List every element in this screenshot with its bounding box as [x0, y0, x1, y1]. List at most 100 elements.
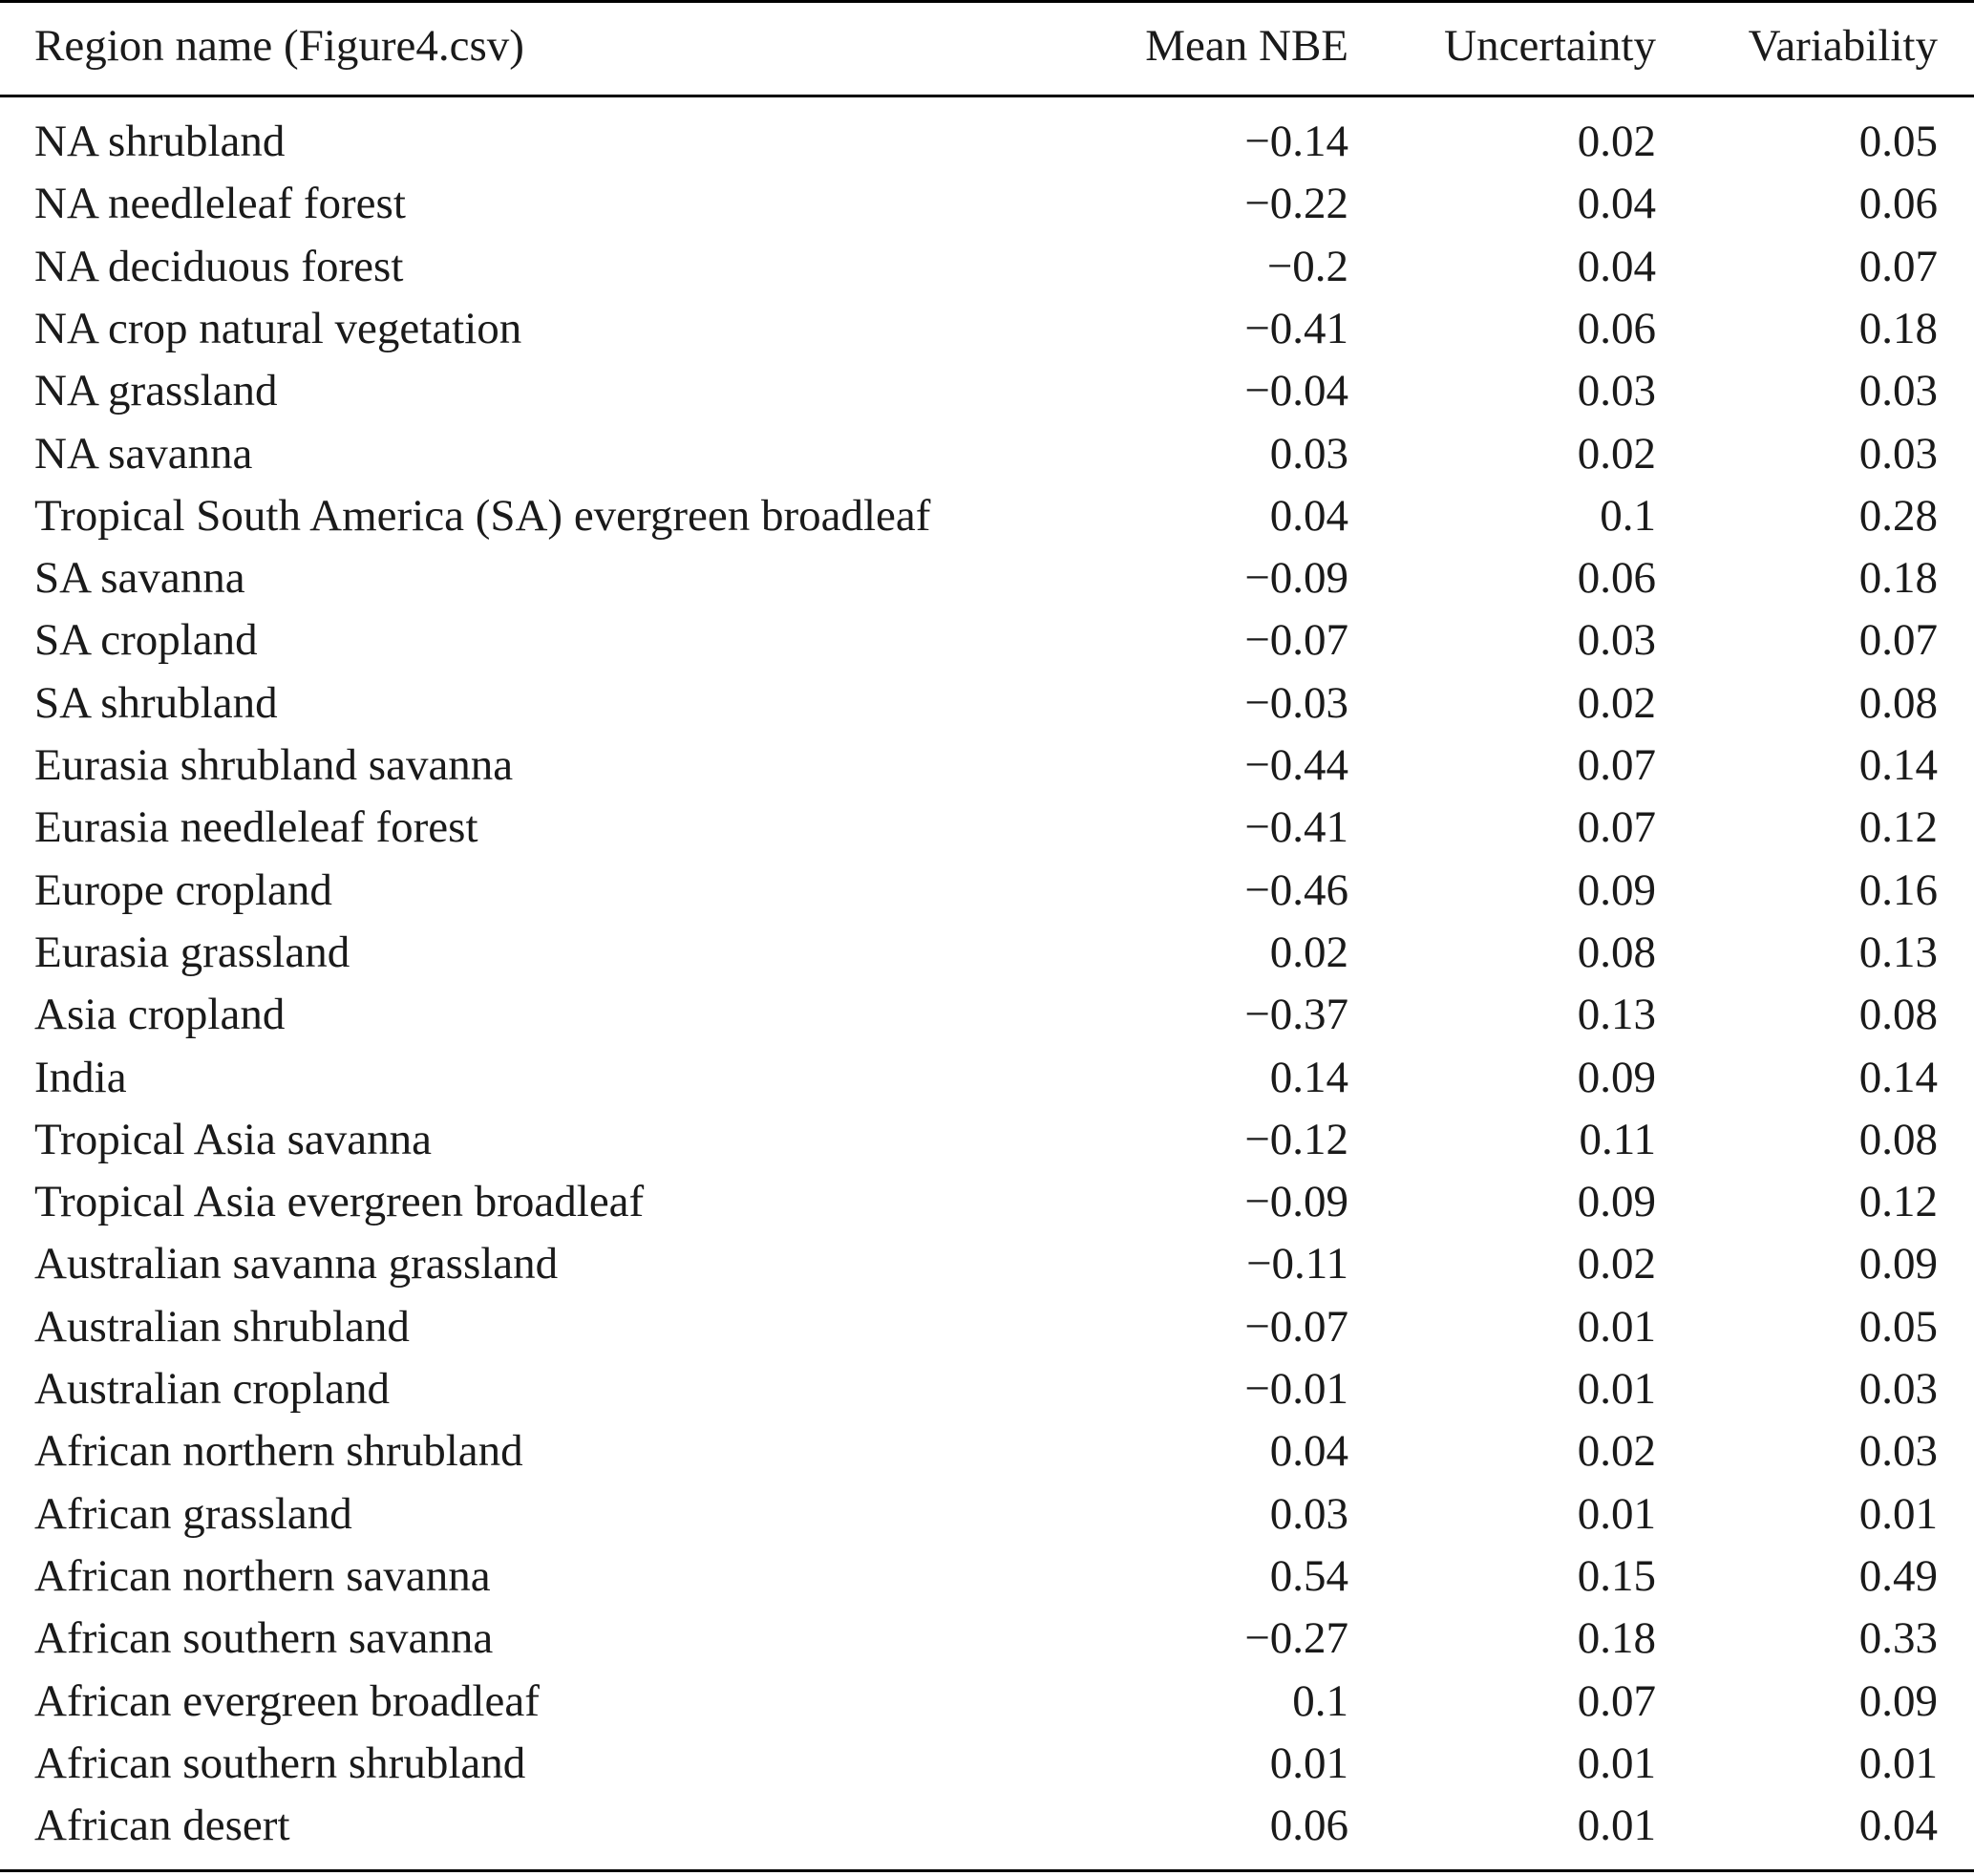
- uncertainty-cell: 0.02: [1577, 677, 1656, 728]
- mean-nbe-cell: −0.41: [1244, 802, 1348, 853]
- uncertainty-cell: 0.01: [1577, 1364, 1656, 1414]
- mean-nbe-cell: −0.07: [1244, 1301, 1348, 1352]
- mean-nbe-cell: −0.12: [1244, 1114, 1348, 1164]
- region-cell: Eurasia needleleaf forest: [34, 802, 478, 853]
- mean-nbe-cell: 0.02: [1269, 927, 1348, 977]
- variability-cell: 0.14: [1858, 1052, 1938, 1102]
- region-cell: SA savanna: [34, 553, 245, 604]
- region-cell: African desert: [34, 1801, 290, 1851]
- uncertainty-cell: 0.07: [1577, 802, 1656, 853]
- mean-nbe-cell: −0.09: [1244, 1177, 1348, 1227]
- table-row: Tropical South America (SA) evergreen br…: [0, 485, 1974, 547]
- table-row: African evergreen broadleaf 0.1 0.07 0.09: [0, 1671, 1974, 1733]
- mean-nbe-cell: −0.03: [1244, 677, 1348, 728]
- variability-cell: 0.03: [1858, 428, 1938, 479]
- mean-nbe-cell: −0.41: [1244, 303, 1348, 353]
- variability-cell: 0.03: [1858, 1364, 1938, 1414]
- uncertainty-cell: 0.06: [1577, 303, 1656, 353]
- mean-nbe-cell: −0.01: [1244, 1364, 1348, 1414]
- uncertainty-cell: 0.02: [1577, 1239, 1656, 1290]
- mean-nbe-cell: −0.37: [1244, 990, 1348, 1040]
- variability-cell: 0.05: [1858, 117, 1938, 166]
- region-cell: African southern shrubland: [34, 1737, 526, 1788]
- variability-cell: 0.03: [1858, 366, 1938, 416]
- region-cell: Eurasia grassland: [34, 927, 350, 977]
- uncertainty-cell: 0.09: [1577, 1177, 1656, 1227]
- region-cell: NA deciduous forest: [34, 241, 404, 291]
- uncertainty-cell: 0.02: [1577, 1426, 1656, 1477]
- table-row: African southern savanna −0.27 0.18 0.33: [0, 1608, 1974, 1670]
- table-header-rule: [0, 95, 1974, 97]
- uncertainty-cell: 0.06: [1577, 553, 1656, 604]
- variability-cell: 0.06: [1858, 179, 1938, 229]
- variability-cell: 0.14: [1858, 740, 1938, 790]
- region-cell: SA shrubland: [34, 677, 278, 728]
- mean-nbe-cell: 0.04: [1269, 490, 1348, 541]
- variability-cell: 0.08: [1858, 1114, 1938, 1164]
- region-cell: Australian savanna grassland: [34, 1239, 559, 1290]
- table-row: India 0.14 0.09 0.14: [0, 1047, 1974, 1109]
- table-row: Eurasia grassland 0.02 0.08 0.13: [0, 922, 1974, 984]
- table-row: Australian cropland −0.01 0.01 0.03: [0, 1358, 1974, 1420]
- mean-nbe-cell: 0.54: [1269, 1550, 1348, 1601]
- table-row: NA crop natural vegetation −0.41 0.06 0.18: [0, 298, 1974, 360]
- table-row: Eurasia shrubland savanna −0.44 0.07 0.14: [0, 735, 1974, 797]
- uncertainty-cell: 0.07: [1577, 740, 1656, 790]
- variability-cell: 0.08: [1858, 677, 1938, 728]
- region-cell: Tropical Asia savanna: [34, 1114, 432, 1164]
- mean-nbe-cell: 0.04: [1269, 1426, 1348, 1477]
- uncertainty-cell: 0.02: [1577, 117, 1656, 166]
- table-row: SA savanna −0.09 0.06 0.18: [0, 547, 1974, 609]
- region-cell: Asia cropland: [34, 990, 286, 1040]
- region-cell: NA shrubland: [34, 117, 286, 166]
- uncertainty-cell: 0.09: [1577, 864, 1656, 915]
- mean-nbe-cell: −0.14: [1244, 117, 1348, 166]
- region-cell: Eurasia shrubland savanna: [34, 740, 514, 790]
- table-row: Asia cropland −0.37 0.13 0.08: [0, 984, 1974, 1046]
- uncertainty-cell: 0.01: [1577, 1488, 1656, 1539]
- region-cell: NA needleleaf forest: [34, 179, 406, 229]
- uncertainty-cell: 0.08: [1577, 927, 1656, 977]
- mean-nbe-cell: −0.09: [1244, 553, 1348, 604]
- uncertainty-cell: 0.03: [1577, 366, 1656, 416]
- header-mean-nbe: Mean NBE: [1145, 21, 1348, 71]
- uncertainty-cell: 0.01: [1577, 1301, 1656, 1352]
- uncertainty-cell: 0.04: [1577, 241, 1656, 291]
- mean-nbe-cell: −0.07: [1244, 615, 1348, 666]
- uncertainty-cell: 0.02: [1577, 428, 1656, 479]
- table-row: NA shrubland −0.14 0.02 0.05: [0, 111, 1974, 173]
- table-row: NA grassland −0.04 0.03 0.03: [0, 360, 1974, 422]
- region-cell: Tropical South America (SA) evergreen br…: [34, 490, 931, 541]
- variability-cell: 0.16: [1858, 864, 1938, 915]
- header-variability: Variability: [1748, 21, 1938, 71]
- variability-cell: 0.18: [1858, 303, 1938, 353]
- uncertainty-cell: 0.13: [1577, 990, 1656, 1040]
- uncertainty-cell: 0.04: [1577, 179, 1656, 229]
- variability-cell: 0.07: [1858, 241, 1938, 291]
- mean-nbe-cell: −0.27: [1244, 1613, 1348, 1664]
- table-row: SA shrubland −0.03 0.02 0.08: [0, 672, 1974, 735]
- uncertainty-cell: 0.15: [1577, 1550, 1656, 1601]
- mean-nbe-cell: 0.01: [1269, 1737, 1348, 1788]
- variability-cell: 0.09: [1858, 1239, 1938, 1290]
- mean-nbe-cell: −0.22: [1244, 179, 1348, 229]
- region-cell: Australian shrubland: [34, 1301, 410, 1352]
- uncertainty-cell: 0.07: [1577, 1675, 1656, 1726]
- uncertainty-cell: 0.11: [1579, 1114, 1656, 1164]
- mean-nbe-cell: −0.2: [1266, 241, 1348, 291]
- table-row: African northern savanna 0.54 0.15 0.49: [0, 1546, 1974, 1608]
- variability-cell: 0.08: [1858, 990, 1938, 1040]
- mean-nbe-cell: 0.14: [1269, 1052, 1348, 1102]
- variability-cell: 0.12: [1858, 802, 1938, 853]
- table-row: Tropical Asia evergreen broadleaf −0.09 0.…: [0, 1171, 1974, 1233]
- table-row: SA cropland −0.07 0.03 0.07: [0, 609, 1974, 672]
- table-row: African southern shrubland 0.01 0.01 0.01: [0, 1733, 1974, 1795]
- variability-cell: 0.03: [1858, 1426, 1938, 1477]
- variability-cell: 0.18: [1858, 553, 1938, 604]
- variability-cell: 0.04: [1858, 1801, 1938, 1851]
- variability-cell: 0.09: [1858, 1675, 1938, 1726]
- variability-cell: 0.33: [1858, 1613, 1938, 1664]
- header-uncertainty: Uncertainty: [1444, 21, 1656, 71]
- mean-nbe-cell: 0.03: [1269, 1488, 1348, 1539]
- region-cell: NA savanna: [34, 428, 253, 479]
